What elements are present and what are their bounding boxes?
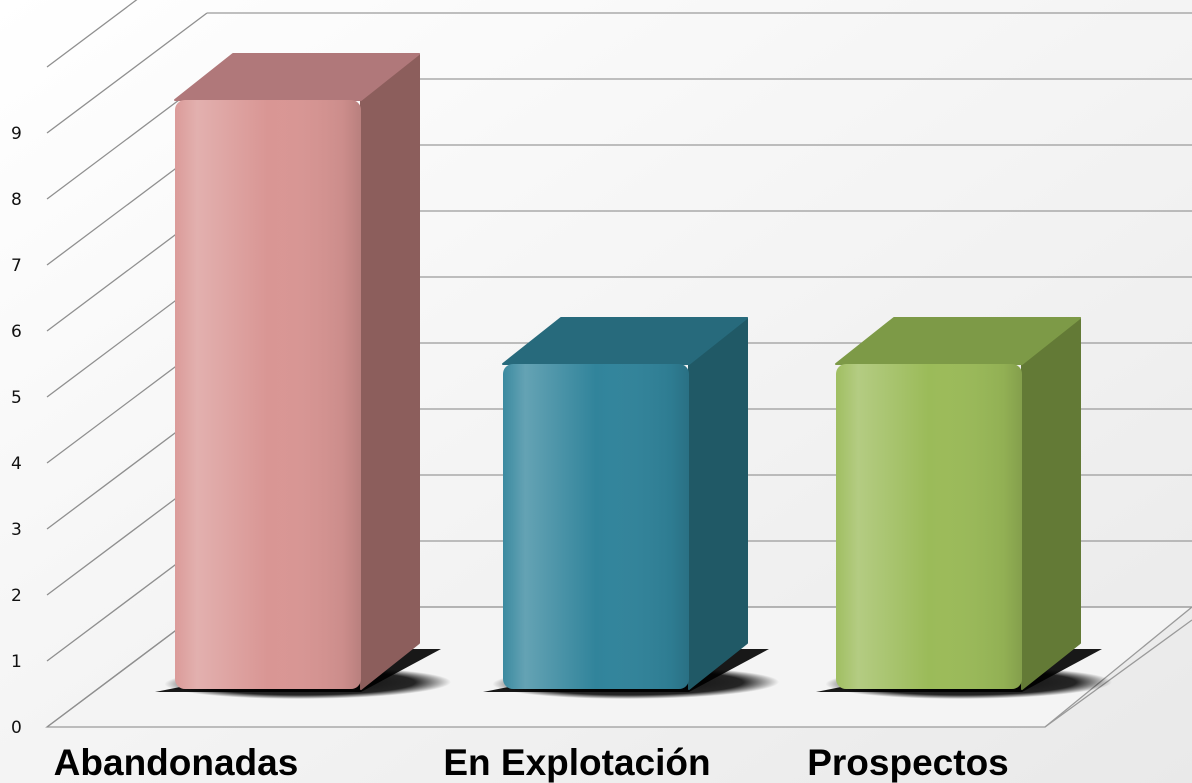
y-tick-label: 0 xyxy=(11,718,22,738)
bar xyxy=(483,317,780,699)
bar-gloss xyxy=(175,100,361,689)
y-tick-label: 5 xyxy=(11,388,22,408)
x-tick-label: En Explotación xyxy=(443,742,710,783)
y-tick-label: 3 xyxy=(11,520,22,540)
gridline-diagonal xyxy=(46,12,208,134)
bar-gloss xyxy=(836,364,1022,689)
y-tick-label: 2 xyxy=(11,586,22,606)
bar-gloss xyxy=(503,364,689,689)
floor-edge xyxy=(1044,619,1192,728)
gridline-diagonal xyxy=(46,0,138,68)
x-axis: Abandonadas En Explotación Prospectos xyxy=(54,742,1009,783)
bar xyxy=(155,53,452,699)
x-tick-label: Prospectos xyxy=(807,742,1009,783)
y-tick-label: 7 xyxy=(11,256,22,276)
y-tick-label: 4 xyxy=(11,454,22,474)
y-tick-label: 1 xyxy=(11,652,22,672)
y-axis: 0 1 2 3 4 5 6 7 8 9 xyxy=(11,124,22,738)
bars xyxy=(155,53,1113,699)
y-tick-label: 6 xyxy=(11,322,22,342)
bar-side xyxy=(1021,317,1081,690)
bar-side xyxy=(688,317,748,690)
bar-side xyxy=(360,53,420,690)
y-tick-label: 9 xyxy=(11,124,22,144)
x-tick-label: Abandonadas xyxy=(54,742,299,783)
bar xyxy=(816,317,1113,699)
y-tick-label: 8 xyxy=(11,190,22,210)
